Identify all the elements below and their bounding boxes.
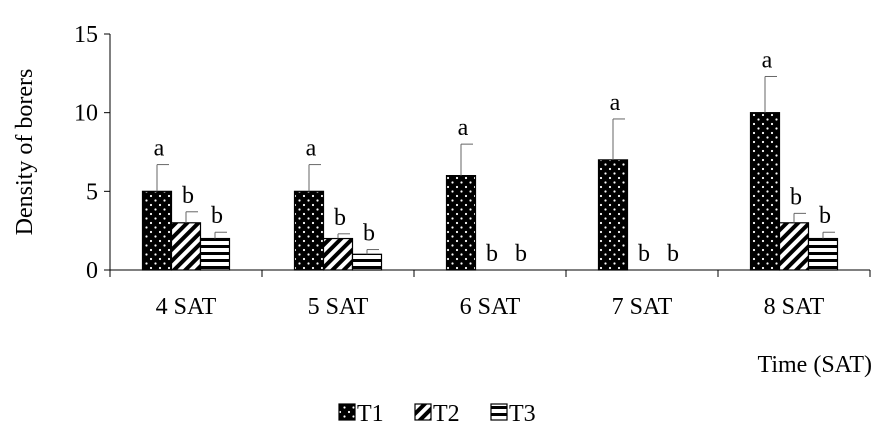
bar-t2 (322, 237, 354, 271)
y-tick-label: 10 (74, 101, 98, 127)
y-axis-label: Density of borers (12, 69, 38, 236)
significance-label: b (638, 241, 650, 267)
bar-t1 (141, 190, 173, 271)
legend-label: T2 (433, 401, 460, 427)
significance-label: b (667, 241, 679, 267)
significance-label: a (458, 115, 469, 141)
significance-label: b (819, 203, 831, 229)
significance-label: a (306, 136, 317, 162)
bar-t1 (749, 112, 781, 271)
significance-label: b (182, 183, 194, 209)
legend-label: T1 (357, 401, 384, 427)
x-axis: 4 SAT 5 SAT 6 SAT 7 SAT 8 SAT (109, 269, 871, 320)
significance-label: b (790, 184, 802, 210)
significance-label: a (610, 90, 621, 116)
x-tick-label: 8 SAT (764, 294, 825, 320)
significance-label: b (486, 241, 498, 267)
legend: T1 T2 T3 (338, 401, 536, 427)
legend-swatch-t2 (414, 403, 432, 421)
significance-label: a (762, 47, 773, 73)
bar-t1 (293, 190, 325, 271)
significance-label: b (334, 205, 346, 231)
bar-t2 (170, 222, 202, 271)
y-axis: 0 5 10 15 (74, 22, 111, 284)
y-tick-label: 15 (74, 22, 98, 48)
x-tick-label: 4 SAT (156, 294, 217, 320)
x-tick-label: 6 SAT (460, 294, 521, 320)
x-axis-label: Time (SAT) (758, 352, 872, 378)
y-tick-label: 5 (86, 179, 98, 205)
bar-t1 (445, 175, 477, 271)
legend-label: T3 (509, 401, 536, 427)
significance-label: a (154, 136, 165, 162)
bar-t3 (807, 237, 839, 271)
bar-t3 (199, 237, 231, 271)
x-tick-label: 5 SAT (308, 294, 369, 320)
bar-t1 (597, 159, 629, 271)
significance-label: b (363, 221, 375, 247)
y-tick-label: 0 (86, 258, 98, 284)
bar-t3 (351, 253, 383, 271)
significance-label: b (211, 203, 223, 229)
legend-swatch-t1 (338, 403, 356, 421)
x-tick-label: 7 SAT (612, 294, 673, 320)
y-axis-title: Density of borers (12, 69, 38, 236)
bar-t2 (778, 222, 810, 271)
significance-label: b (515, 241, 527, 267)
legend-swatch-t3 (490, 403, 508, 421)
